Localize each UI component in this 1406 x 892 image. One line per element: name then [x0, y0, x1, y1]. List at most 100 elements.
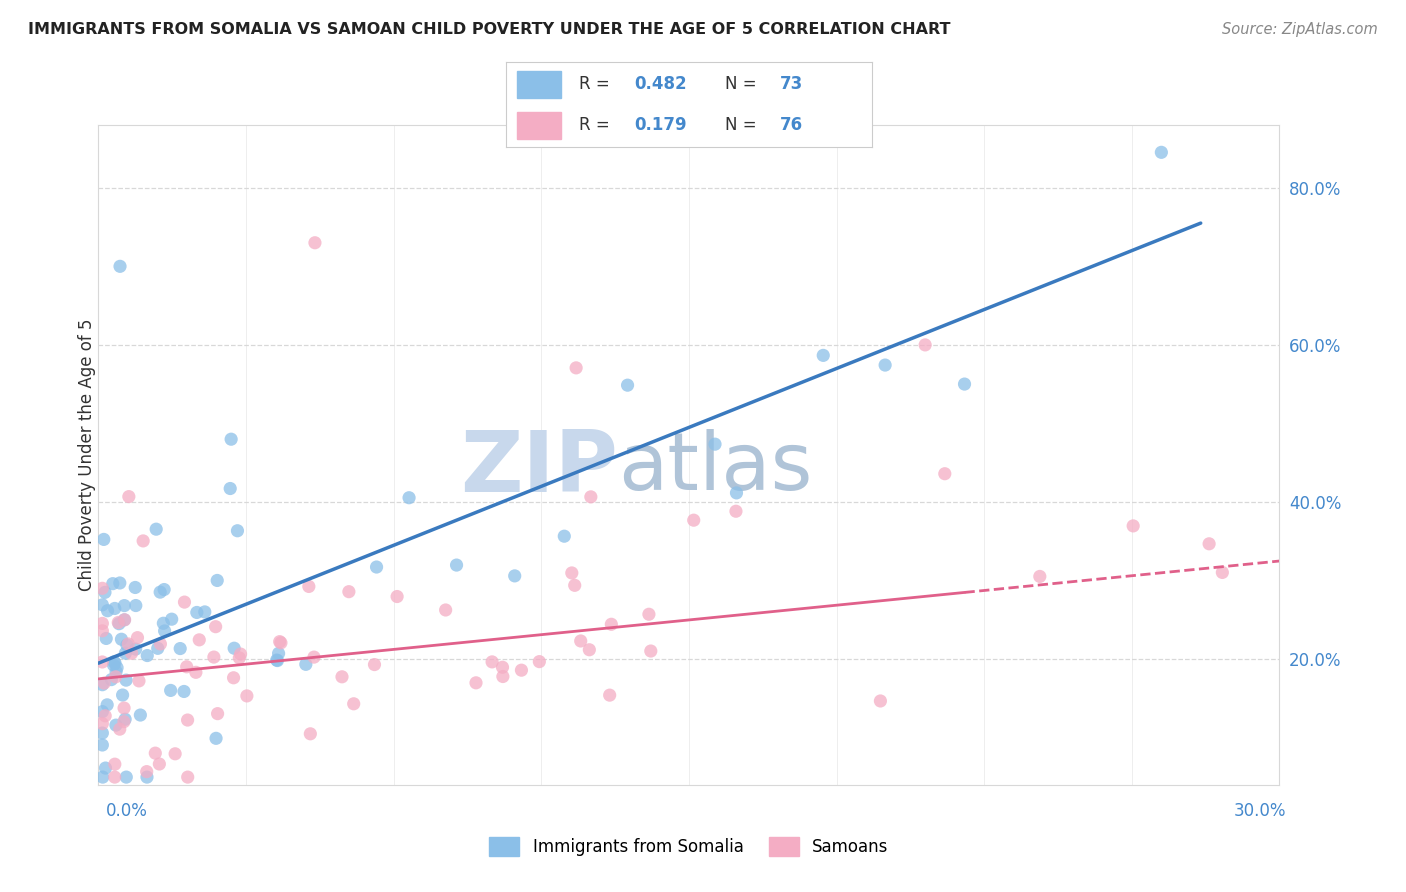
Bar: [517, 112, 561, 139]
Samoans: [91, 716, 114, 731]
Samoans: [640, 644, 662, 658]
Text: 0.0%: 0.0%: [105, 802, 148, 820]
Samoans: [298, 579, 321, 593]
Immigrants from Somalia: [146, 641, 169, 656]
Immigrants from Somalia: [104, 601, 127, 615]
Samoans: [564, 578, 586, 592]
Text: 30.0%: 30.0%: [1234, 802, 1286, 820]
Samoans: [108, 722, 131, 736]
Immigrants from Somalia: [219, 482, 242, 496]
Immigrants from Somalia: [105, 661, 128, 675]
Immigrants from Somalia: [446, 558, 468, 572]
Immigrants from Somalia: [169, 641, 191, 656]
Text: 0.179: 0.179: [634, 116, 686, 134]
Samoans: [529, 655, 551, 669]
Immigrants from Somalia: [96, 698, 118, 712]
Samoans: [236, 689, 259, 703]
Samoans: [104, 757, 127, 772]
Samoans: [363, 657, 385, 672]
Immigrants from Somalia: [108, 576, 131, 591]
Immigrants from Somalia: [398, 491, 420, 505]
Immigrants from Somalia: [96, 604, 118, 618]
Samoans: [569, 634, 592, 648]
Samoans: [127, 631, 149, 645]
Immigrants from Somalia: [114, 646, 136, 660]
Immigrants from Somalia: [91, 598, 114, 612]
Samoans: [177, 770, 200, 784]
Immigrants from Somalia: [205, 574, 228, 588]
Samoans: [94, 708, 117, 723]
Samoans: [1198, 537, 1220, 551]
Samoans: [93, 676, 115, 690]
Samoans: [270, 636, 292, 650]
Samoans: [1029, 569, 1052, 583]
Samoans: [1122, 519, 1144, 533]
Samoans: [132, 533, 155, 548]
Immigrants from Somalia: [366, 560, 388, 574]
Immigrants from Somalia: [91, 738, 114, 752]
Samoans: [724, 504, 747, 518]
Samoans: [91, 624, 114, 638]
Samoans: [188, 632, 211, 647]
Samoans: [228, 650, 250, 665]
Samoans: [434, 603, 457, 617]
Immigrants from Somalia: [160, 612, 183, 626]
Samoans: [173, 595, 195, 609]
Text: N =: N =: [725, 76, 762, 94]
Immigrants from Somalia: [101, 576, 124, 591]
Immigrants from Somalia: [226, 524, 249, 538]
Samoans: [112, 701, 135, 715]
Immigrants from Somalia: [725, 486, 748, 500]
Samoans: [204, 620, 226, 634]
Immigrants from Somalia: [110, 632, 132, 647]
Text: atlas: atlas: [619, 429, 813, 508]
Samoans: [565, 360, 588, 375]
Samoans: [561, 566, 583, 580]
Samoans: [330, 670, 353, 684]
Samoans: [104, 670, 127, 684]
Immigrants from Somalia: [159, 683, 181, 698]
Text: 0.482: 0.482: [634, 76, 686, 94]
Immigrants from Somalia: [136, 648, 159, 663]
Immigrants from Somalia: [124, 642, 146, 657]
Immigrants from Somalia: [115, 638, 138, 652]
Text: 73: 73: [780, 76, 804, 94]
Samoans: [148, 756, 170, 771]
Samoans: [107, 615, 129, 630]
Text: Source: ZipAtlas.com: Source: ZipAtlas.com: [1222, 22, 1378, 37]
Immigrants from Somalia: [295, 657, 318, 672]
Text: IMMIGRANTS FROM SOMALIA VS SAMOAN CHILD POVERTY UNDER THE AGE OF 5 CORRELATION C: IMMIGRANTS FROM SOMALIA VS SAMOAN CHILD …: [28, 22, 950, 37]
Samoans: [481, 655, 503, 669]
Samoans: [114, 613, 136, 627]
Immigrants from Somalia: [219, 432, 242, 446]
Immigrants from Somalia: [205, 731, 228, 746]
Samoans: [578, 642, 600, 657]
Immigrants from Somalia: [875, 358, 897, 372]
Immigrants from Somalia: [104, 718, 127, 732]
Immigrants from Somalia: [108, 260, 131, 274]
Text: R =: R =: [579, 76, 616, 94]
Immigrants from Somalia: [124, 581, 146, 595]
Text: R =: R =: [579, 116, 616, 134]
Immigrants from Somalia: [105, 665, 128, 679]
Immigrants from Somalia: [152, 616, 174, 631]
Immigrants from Somalia: [186, 606, 208, 620]
Immigrants from Somalia: [224, 641, 246, 656]
Immigrants from Somalia: [91, 770, 114, 784]
Immigrants from Somalia: [115, 770, 138, 784]
Samoans: [202, 650, 225, 665]
Immigrants from Somalia: [108, 616, 131, 631]
Samoans: [104, 770, 127, 784]
Immigrants from Somalia: [149, 585, 172, 599]
Immigrants from Somalia: [112, 613, 135, 627]
Samoans: [304, 235, 326, 250]
Samoans: [934, 467, 956, 481]
Immigrants from Somalia: [91, 705, 114, 719]
Samoans: [337, 584, 360, 599]
Samoans: [207, 706, 229, 721]
Samoans: [135, 764, 157, 779]
Immigrants from Somalia: [129, 708, 152, 723]
Immigrants from Somalia: [104, 656, 127, 670]
Immigrants from Somalia: [266, 653, 288, 667]
Text: 76: 76: [780, 116, 803, 134]
